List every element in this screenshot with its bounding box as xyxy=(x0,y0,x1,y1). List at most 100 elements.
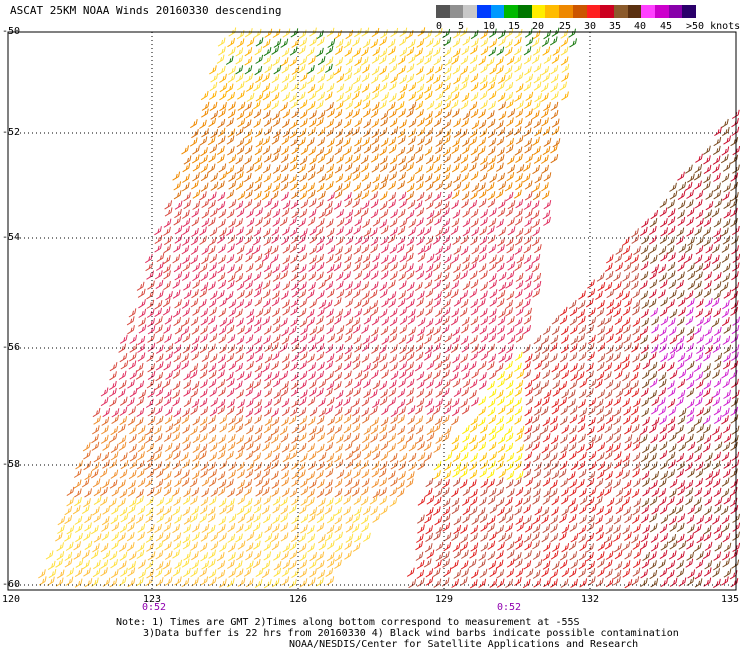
wind-barb xyxy=(533,578,542,588)
wind-barb xyxy=(353,65,362,76)
wind-barb xyxy=(407,424,416,434)
wind-barb xyxy=(487,380,495,391)
wind-barb xyxy=(316,415,325,425)
wind-barb xyxy=(559,381,568,391)
wind-barb xyxy=(515,515,524,525)
wind-barb xyxy=(651,334,659,344)
wind-barb xyxy=(551,405,560,415)
wind-barb xyxy=(687,569,696,579)
wind-barb xyxy=(452,272,461,282)
wind-barb xyxy=(282,299,290,309)
wind-barb xyxy=(424,136,433,146)
wind-barb xyxy=(678,297,686,307)
wind-barb xyxy=(487,225,495,235)
wind-barb xyxy=(324,91,333,101)
wind-barb xyxy=(308,362,317,372)
wind-barb xyxy=(506,237,514,247)
wind-barb xyxy=(568,398,576,408)
wind-barb xyxy=(579,378,588,388)
wind-barb xyxy=(379,424,387,434)
wind-barb xyxy=(488,560,497,570)
wind-barb xyxy=(459,307,468,317)
wind-barb xyxy=(235,568,244,578)
wind-barb xyxy=(129,452,138,462)
wind-barb xyxy=(632,461,641,471)
wind-barb xyxy=(505,479,514,489)
wind-barb xyxy=(282,453,291,463)
wind-barb xyxy=(354,99,362,109)
wind-barb xyxy=(704,496,713,506)
wind-barb xyxy=(606,289,615,299)
wind-barb xyxy=(622,372,630,382)
wind-barb xyxy=(316,83,324,93)
wind-barb xyxy=(489,289,498,299)
wind-barb xyxy=(434,272,442,282)
wind-barb xyxy=(81,478,90,488)
wind-barb xyxy=(282,543,291,553)
wind-barb xyxy=(648,235,657,245)
wind-barb xyxy=(596,361,605,372)
map-title: ASCAT 25KM NOAA Winds 20160330 descendin… xyxy=(10,4,282,17)
wind-barb xyxy=(235,180,244,191)
wind-barb xyxy=(687,236,695,246)
wind-barb xyxy=(163,218,172,228)
wind-barb xyxy=(469,64,478,74)
wind-barb xyxy=(135,514,144,524)
wind-barb xyxy=(218,362,227,372)
wind-barb xyxy=(505,28,514,38)
wind-barb xyxy=(137,451,145,461)
wind-barb xyxy=(649,560,657,570)
wind-barb xyxy=(561,91,569,101)
wind-barb xyxy=(398,191,407,201)
wind-barb xyxy=(660,227,668,237)
wind-barb xyxy=(201,352,210,363)
wind-barb xyxy=(478,396,487,406)
wind-barb xyxy=(344,477,353,487)
wind-barb xyxy=(559,416,568,426)
wind-barb xyxy=(425,525,433,535)
wind-barb xyxy=(273,389,282,399)
wind-barb xyxy=(416,297,424,307)
wind-barb xyxy=(262,289,271,299)
wind-barb xyxy=(696,515,705,525)
wind-barb xyxy=(289,450,298,460)
wind-barb xyxy=(291,434,299,444)
wind-barb xyxy=(379,180,387,190)
wind-barb xyxy=(351,523,360,533)
wind-barb xyxy=(91,577,99,587)
wind-barb xyxy=(126,316,135,326)
wind-barb xyxy=(291,38,300,48)
wind-barb xyxy=(731,459,740,469)
wind-barb xyxy=(686,189,694,199)
wind-barb xyxy=(290,200,299,210)
wind-barb xyxy=(254,399,262,409)
wind-barb xyxy=(299,190,308,200)
wind-barb xyxy=(561,370,570,380)
wind-barb xyxy=(433,253,441,264)
wind-barb xyxy=(514,552,522,562)
wind-barb xyxy=(623,506,631,516)
wind-barb xyxy=(523,280,532,291)
wind-barb xyxy=(128,480,136,490)
wind-barb xyxy=(263,236,272,246)
wind-barb xyxy=(523,82,532,92)
colorbar-label: 45 xyxy=(660,21,673,32)
wind-barb xyxy=(415,541,423,551)
wind-barb xyxy=(624,531,632,541)
wind-barb xyxy=(468,361,477,371)
wind-barb xyxy=(343,308,352,318)
wind-barb xyxy=(163,324,171,334)
wind-barb xyxy=(597,461,606,471)
wind-barb xyxy=(380,326,389,336)
wind-barb xyxy=(379,487,387,497)
wind-barb xyxy=(460,524,468,534)
wind-barb xyxy=(228,46,236,57)
wind-barb xyxy=(578,351,587,362)
wind-barb xyxy=(577,444,585,454)
wind-barb xyxy=(622,245,631,255)
wind-barb xyxy=(631,228,639,238)
wind-barb xyxy=(316,271,324,281)
wind-barb xyxy=(118,441,127,451)
wind-barb xyxy=(199,226,207,236)
wind-barb xyxy=(561,389,570,399)
